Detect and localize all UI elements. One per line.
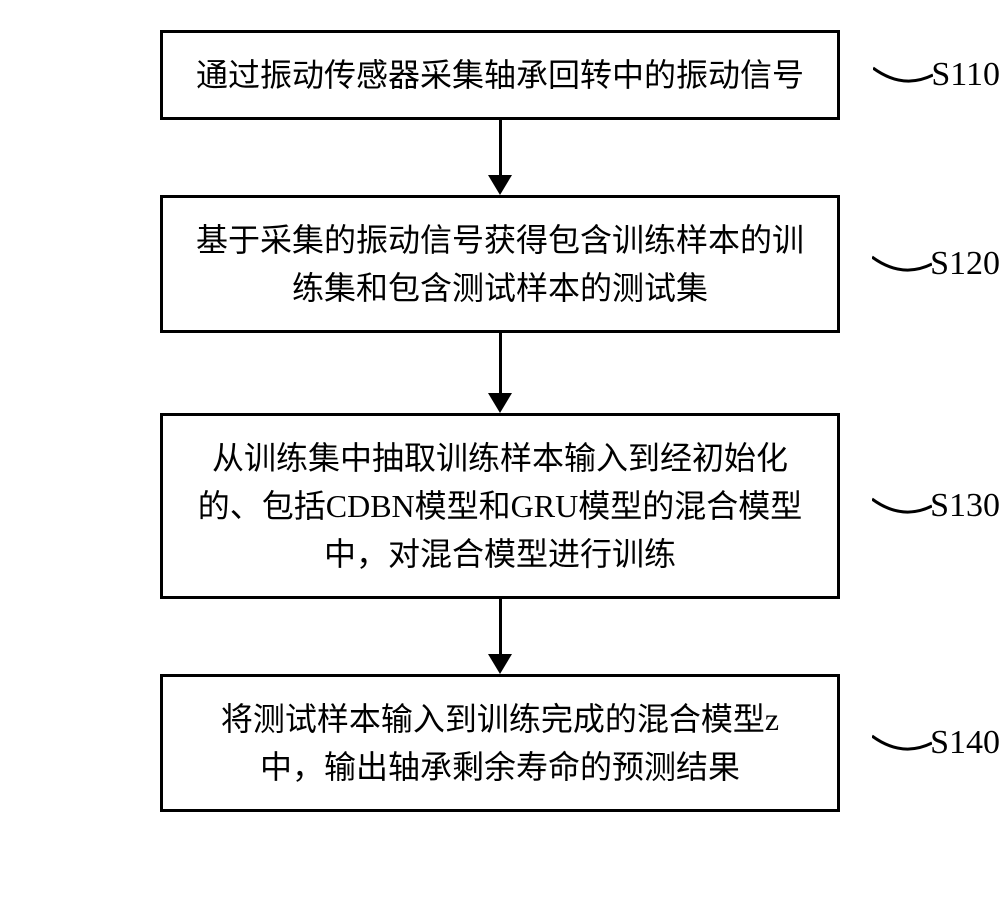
arrow-line <box>499 333 502 393</box>
arrow-line <box>499 120 502 175</box>
flowchart-arrow <box>488 120 512 195</box>
flowchart-container: 通过振动传感器采集轴承回转中的振动信号 S110 基于采集的振动信号获得包含训练… <box>0 30 1000 812</box>
flowchart-node: 将测试样本输入到训练完成的混合模型z中，输出轴承剩余寿命的预测结果 S140 <box>160 674 840 812</box>
step-label: S120 <box>930 245 1000 283</box>
flowchart-node: 从训练集中抽取训练样本输入到经初始化的、包括CDBN模型和GRU模型的混合模型中… <box>160 413 840 599</box>
flowchart-node: 通过振动传感器采集轴承回转中的振动信号 S110 <box>160 30 840 120</box>
step-box-4: 将测试样本输入到训练完成的混合模型z中，输出轴承剩余寿命的预测结果 <box>160 674 840 812</box>
arrow-line <box>499 599 502 654</box>
step-text: 通过振动传感器采集轴承回转中的振动信号 <box>196 51 804 99</box>
connector-curve <box>873 60 933 90</box>
step-text: 将测试样本输入到训练完成的混合模型z中，输出轴承剩余寿命的预测结果 <box>193 695 807 791</box>
step-label: S110 <box>931 56 1000 94</box>
connector-curve <box>872 728 932 758</box>
step-label: S130 <box>930 487 1000 525</box>
step-box-3: 从训练集中抽取训练样本输入到经初始化的、包括CDBN模型和GRU模型的混合模型中… <box>160 413 840 599</box>
flowchart-arrow <box>488 599 512 674</box>
arrow-head <box>488 654 512 674</box>
step-text: 从训练集中抽取训练样本输入到经初始化的、包括CDBN模型和GRU模型的混合模型中… <box>193 434 807 578</box>
step-box-2: 基于采集的振动信号获得包含训练样本的训练集和包含测试样本的测试集 <box>160 195 840 333</box>
arrow-head <box>488 393 512 413</box>
arrow-head <box>488 175 512 195</box>
connector-curve <box>872 249 932 279</box>
step-label: S140 <box>930 724 1000 762</box>
connector-curve <box>872 491 932 521</box>
flowchart-arrow <box>488 333 512 413</box>
step-box-1: 通过振动传感器采集轴承回转中的振动信号 <box>160 30 840 120</box>
flowchart-node: 基于采集的振动信号获得包含训练样本的训练集和包含测试样本的测试集 S120 <box>160 195 840 333</box>
step-text: 基于采集的振动信号获得包含训练样本的训练集和包含测试样本的测试集 <box>193 216 807 312</box>
